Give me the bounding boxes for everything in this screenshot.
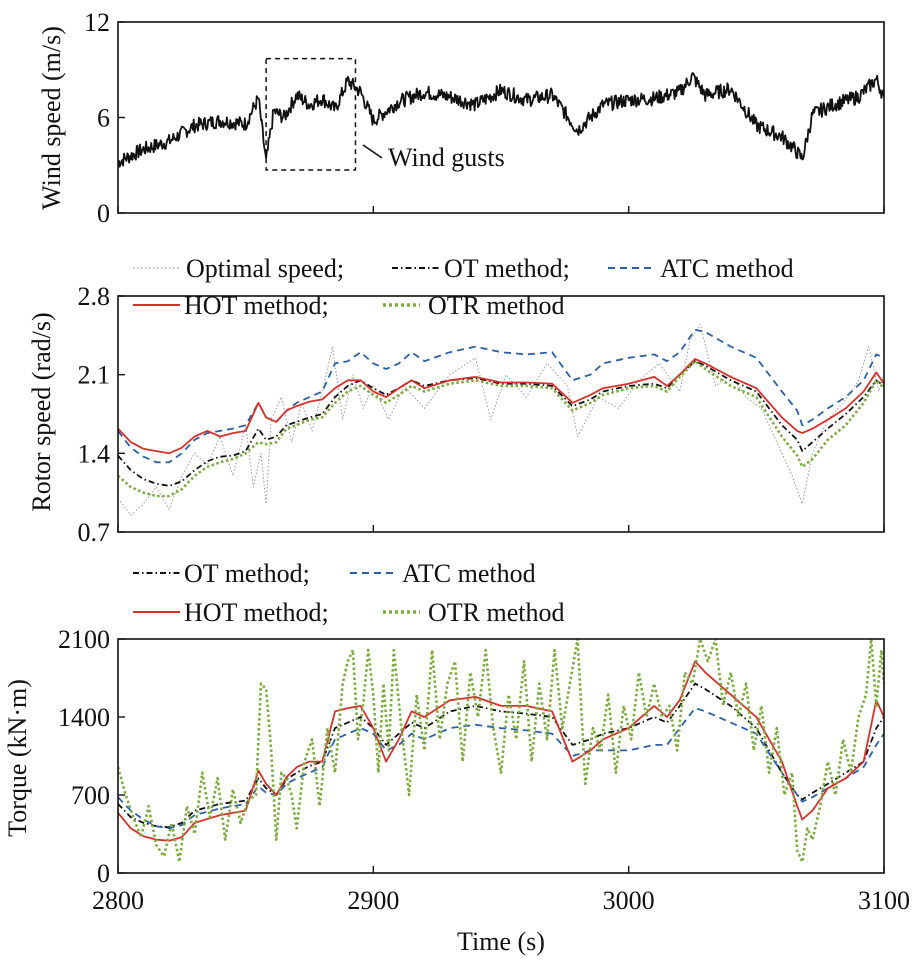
y-tick-label-rotor-1: 1.4 (78, 439, 111, 468)
x-tick-label-0: 2800 (92, 886, 144, 915)
x-tick-label-3: 3100 (858, 886, 910, 915)
legend-label-hot-method-torque: HOT method; (184, 598, 329, 627)
legend-label-optimal-speed: Optimal speed; (186, 254, 344, 283)
series-line-rotor-0 (118, 323, 884, 516)
y-tick-label-torque-0: 0 (97, 859, 110, 888)
series-line-rotor-4 (118, 359, 884, 498)
series-line-torque-3 (118, 639, 884, 864)
legend-label-atc-method-torque: ATC method (402, 559, 536, 588)
wind-gusts-annotation-leader (362, 144, 383, 159)
wind-speed-panel: Wind speed (m/s) 0 6 12 Wind gusts (37, 8, 885, 228)
series-line-rotor-1 (118, 360, 884, 487)
y-tick-label-torque-2: 1400 (58, 703, 110, 732)
x-axis-label: Time (s) (457, 927, 545, 956)
legend-label-otr-method-torque: OTR method (428, 598, 565, 627)
wind-gust-highlight-box (265, 57, 357, 171)
series-line-rotor-2 (118, 328, 884, 464)
y-tick-label-rotor-0: 0.7 (78, 518, 111, 547)
rotor-speed-panel: Optimal speed; OT method; ATC method HOT… (27, 254, 885, 547)
y-tick-label-rotor-3: 2.8 (78, 282, 111, 311)
torque-panel: OT method; ATC method HOT method; OTR me… (3, 559, 910, 956)
y-tick-label-wind-2: 12 (84, 8, 110, 37)
wind-speed-plot-frame (117, 21, 885, 214)
wind-speed-y-axis-label: Wind speed (m/s) (37, 26, 66, 210)
y-tick-label-torque-1: 700 (71, 781, 110, 810)
series-line-wind-0 (118, 72, 884, 168)
torque-legend: OT method; ATC method HOT method; OTR me… (133, 559, 565, 627)
x-tick-label-1: 2900 (347, 886, 399, 915)
rotor-speed-legend: Optimal speed; OT method; ATC method HOT… (133, 254, 794, 320)
y-tick-label-rotor-2: 2.1 (78, 361, 111, 390)
series-line-rotor-3 (118, 357, 884, 455)
torque-y-axis-label: Torque (kN·m) (3, 679, 32, 837)
rotor-speed-plot-frame (117, 295, 885, 533)
torque-plot-frame (117, 638, 885, 874)
y-tick-label-torque-3: 2100 (58, 625, 110, 654)
x-tick-label-2: 3000 (603, 886, 655, 915)
wind-gusts-annotation: Wind gusts (388, 143, 505, 172)
y-tick-label-wind-1: 6 (97, 104, 110, 133)
legend-label-atc-method: ATC method (660, 254, 794, 283)
legend-label-ot-method: OT method; (444, 254, 570, 283)
rotor-speed-y-axis-label: Rotor speed (rad/s) (27, 312, 56, 511)
y-tick-label-wind-0: 0 (97, 199, 110, 228)
legend-label-ot-method-torque: OT method; (184, 559, 310, 588)
